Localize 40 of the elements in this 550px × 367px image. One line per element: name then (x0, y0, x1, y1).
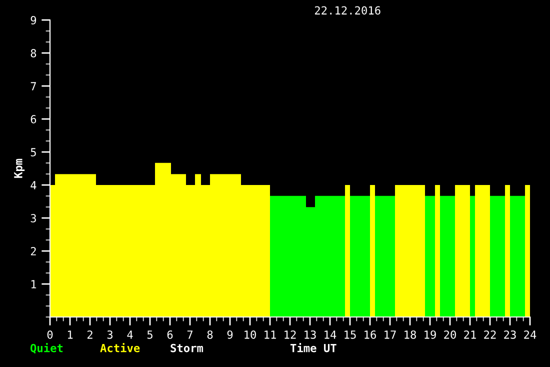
x-tick-label: 18 (404, 330, 416, 339)
x-tick-label: 8 (207, 330, 213, 339)
x-tick-label: 7 (187, 330, 193, 339)
y-tick-label: 8 (30, 49, 36, 58)
x-tick-label: 0 (47, 330, 53, 339)
y-tick-label: 1 (31, 280, 36, 288)
x-tick-label: 21 (464, 330, 476, 339)
x-tick-label: 14 (324, 330, 336, 339)
text: Quiet (30, 343, 63, 354)
text: Active (100, 343, 140, 352)
y-tick-label: 4 (30, 181, 36, 190)
x-tick-label: 13 (304, 330, 316, 339)
y-tick-label: 6 (30, 115, 36, 124)
chart-title: 22.12.2016 (314, 6, 380, 15)
x-tick-label: 20 (444, 330, 456, 339)
x-tick-label: 6 (167, 330, 173, 339)
x-tick-label: 12 (284, 330, 296, 339)
y-tick-label: 9 (30, 16, 36, 24)
x-tick-label: 24 (524, 330, 536, 339)
x-tick-label: 3 (107, 330, 113, 339)
x-tick-label: 11 (264, 330, 276, 339)
x-tick-label: 15 (344, 330, 356, 339)
y-tick-label: 2 (30, 247, 36, 256)
x-tick-label: 19 (424, 330, 436, 339)
text: Storm (170, 344, 204, 352)
y-axis-title: Kpm (14, 158, 25, 178)
x-tick-label: 2 (87, 330, 92, 339)
y-tick-label: 5 (30, 148, 36, 156)
y-tick-label: 7 (30, 82, 36, 90)
x-tick-label: 10 (244, 330, 256, 339)
x-tick-label: 1 (68, 330, 73, 339)
x-tick-label: 5 (147, 330, 152, 339)
y-tick-label: 3 (30, 214, 36, 222)
x-tick-label: 17 (384, 330, 396, 339)
x-tick-label: 9 (227, 330, 233, 339)
x-tick-label: 4 (127, 330, 133, 339)
x-tick-label: 16 (364, 330, 376, 339)
x-tick-label: 22 (484, 330, 496, 339)
x-tick-label: 23 (504, 330, 516, 339)
x-axis-title: Time UT (290, 343, 336, 352)
